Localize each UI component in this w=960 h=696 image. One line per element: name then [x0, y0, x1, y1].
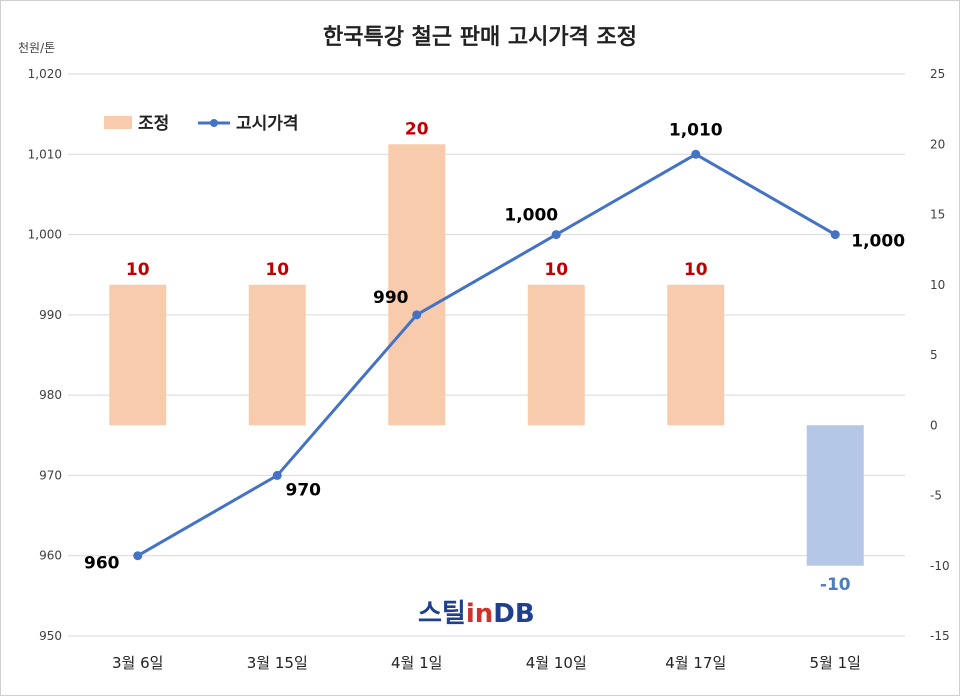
price-data-label: 1,010 — [669, 120, 723, 140]
chart-title: 한국특강 철근 판매 고시가격 조정 — [323, 25, 637, 50]
bar-data-label: 20 — [405, 119, 429, 139]
bar-data-label: 10 — [544, 260, 568, 280]
y-right-tick-label: -15 — [930, 629, 950, 643]
x-tick-label: 4월 17일 — [665, 654, 726, 672]
price-point — [133, 551, 143, 561]
price-data-label: 960 — [84, 554, 120, 574]
y-right-tick-label: 0 — [930, 418, 938, 432]
bar-data-label: 10 — [126, 260, 150, 280]
price-data-label: 1,000 — [504, 206, 558, 226]
x-tick-label: 5월 1일 — [810, 654, 861, 672]
bar — [527, 284, 585, 426]
bar — [667, 284, 725, 426]
bar-data-label: 10 — [265, 260, 289, 280]
y-left-tick-label: 970 — [39, 468, 62, 482]
y-right-tick-label: -10 — [930, 559, 950, 573]
legend: 조정 고시가격 — [104, 114, 299, 134]
legend-label-price: 고시가격 — [236, 114, 299, 134]
y-right-tick-label: 20 — [930, 137, 945, 151]
bar-data-label: 10 — [684, 260, 708, 280]
legend-marker-price — [210, 119, 218, 127]
price-point — [830, 230, 840, 240]
data-labels: 10 10 20 10 10 -10 960 970 990 1,000 1,010 1,000 — [84, 119, 905, 595]
y-left-tick-label: 1,020 — [28, 67, 62, 81]
axes: 950 960 970 980 990 1,000 1,010 1,020 -15 -10 -5 0 5… — [28, 67, 950, 672]
legend-swatch-adjustment — [104, 116, 132, 129]
y-left-tick-label: 960 — [39, 549, 62, 563]
y-axis-unit-label: 천원/톤 — [18, 40, 55, 55]
y-left-tick-label: 990 — [39, 308, 62, 322]
y-left-tick-label: 950 — [39, 629, 62, 643]
x-tick-label: 4월 1일 — [391, 654, 442, 672]
price-point — [412, 310, 422, 320]
price-point — [551, 230, 561, 240]
bar — [806, 425, 864, 566]
y-right-tick-label: 5 — [930, 348, 938, 362]
price-point — [272, 470, 282, 480]
y-right-tick-label: 15 — [930, 208, 945, 222]
bar-data-label: -10 — [820, 575, 851, 595]
y-right-tick-label: -5 — [930, 489, 942, 503]
price-data-label: 970 — [286, 480, 322, 500]
watermark-logo: 스틸inDB — [418, 599, 535, 629]
bar — [388, 144, 446, 426]
bar-series — [109, 144, 864, 566]
watermark-db: DB — [493, 599, 534, 629]
watermark-in: in — [466, 599, 493, 629]
x-tick-label: 4월 10일 — [526, 654, 587, 672]
bar — [109, 284, 167, 426]
price-data-label: 1,000 — [851, 232, 905, 252]
legend-label-adjustment: 조정 — [138, 114, 169, 134]
price-data-label: 990 — [373, 288, 409, 308]
svg-text:스틸inDB: 스틸inDB — [418, 599, 535, 629]
price-point — [691, 149, 701, 159]
y-right-tick-label: 10 — [930, 278, 945, 292]
bar — [248, 284, 306, 426]
y-left-tick-label: 1,000 — [28, 228, 62, 242]
gridlines — [68, 73, 905, 637]
watermark-main: 스틸 — [418, 599, 466, 629]
y-right-tick-label: 25 — [930, 67, 945, 81]
y-left-tick-label: 980 — [39, 388, 62, 402]
x-tick-label: 3월 6일 — [112, 654, 163, 672]
x-tick-label: 3월 15일 — [247, 654, 308, 672]
y-left-tick-label: 1,010 — [28, 147, 62, 161]
price-line — [137, 152, 836, 558]
line-series — [133, 149, 840, 561]
